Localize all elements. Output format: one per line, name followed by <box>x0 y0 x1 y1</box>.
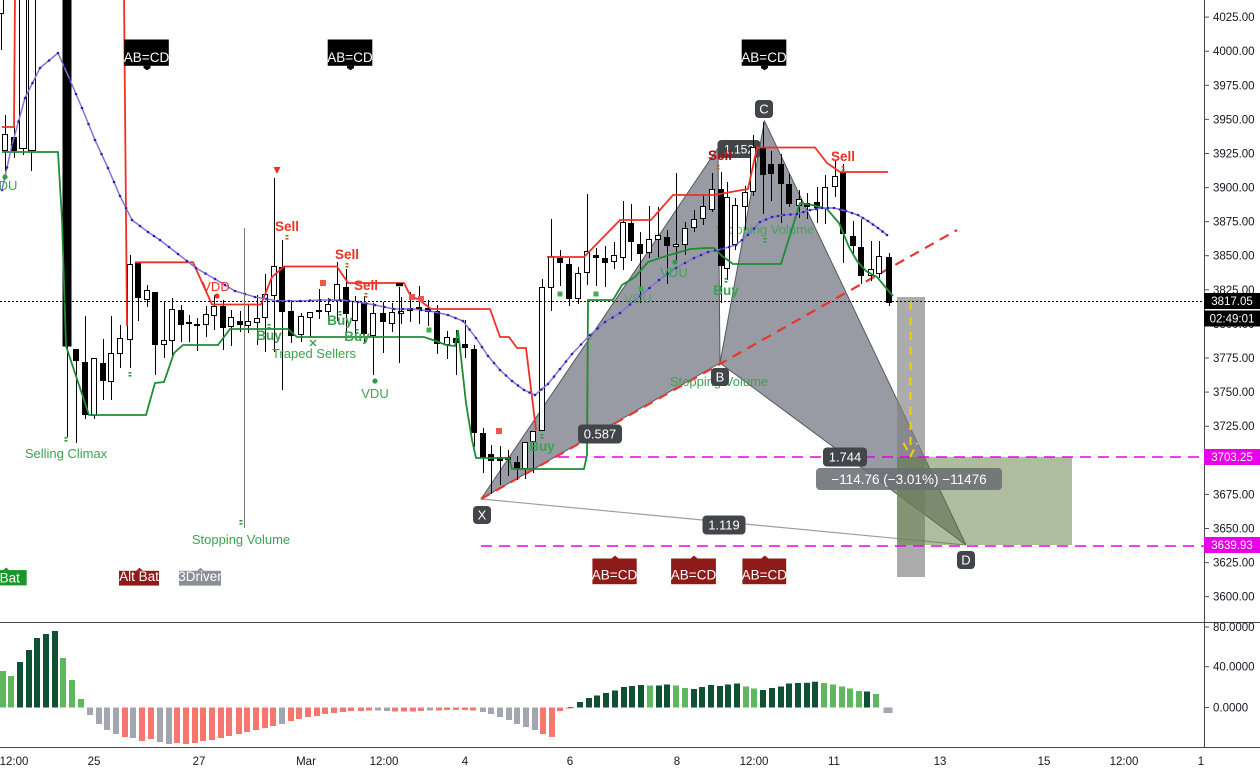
svg-text:Buy: Buy <box>256 328 282 343</box>
svg-text:Sell: Sell <box>831 149 855 164</box>
svg-text:Buy: Buy <box>327 313 353 328</box>
svg-text:VDU: VDU <box>660 265 687 280</box>
svg-text:3Driver: 3Driver <box>178 569 222 584</box>
svg-text:4025.00: 4025.00 <box>1213 12 1255 24</box>
svg-text:3675.00: 3675.00 <box>1213 489 1255 501</box>
svg-text:02:49:01: 02:49:01 <box>1210 314 1255 326</box>
svg-text:Sell: Sell <box>708 148 732 163</box>
svg-text:12:00: 12:00 <box>370 756 399 768</box>
svg-text:3703.25: 3703.25 <box>1211 452 1253 464</box>
svg-text:Stopping Volume: Stopping Volume <box>716 222 814 237</box>
svg-text:13: 13 <box>934 756 947 768</box>
svg-text:12:00: 12:00 <box>740 756 769 768</box>
svg-text:3750.00: 3750.00 <box>1213 387 1255 399</box>
svg-text:3725.00: 3725.00 <box>1213 421 1255 433</box>
svg-text:VDD: VDD <box>202 279 229 294</box>
svg-text:t Bat: t Bat <box>0 570 20 585</box>
svg-text:B: B <box>716 370 725 385</box>
svg-text:80.0000: 80.0000 <box>1213 622 1255 634</box>
svg-text:Buy: Buy <box>344 329 370 344</box>
svg-text:VDU: VDU <box>624 291 651 306</box>
svg-text:8: 8 <box>674 756 680 768</box>
svg-text:−114.76 (−3.01%) −11476: −114.76 (−3.01%) −11476 <box>831 472 986 487</box>
svg-text:40.0000: 40.0000 <box>1213 662 1255 674</box>
svg-text:Mar: Mar <box>296 756 316 768</box>
svg-text:27: 27 <box>193 756 206 768</box>
svg-text:3817.05: 3817.05 <box>1211 296 1253 308</box>
svg-text:3925.00: 3925.00 <box>1213 148 1255 160</box>
svg-text:DU: DU <box>0 178 17 193</box>
svg-text:AB=CD: AB=CD <box>741 50 787 65</box>
svg-text:3600.00: 3600.00 <box>1213 592 1255 604</box>
svg-text:X: X <box>478 508 487 523</box>
svg-text:Buy: Buy <box>713 283 739 298</box>
svg-text:3975.00: 3975.00 <box>1213 80 1255 92</box>
svg-text:1.119: 1.119 <box>708 518 740 533</box>
svg-text:Sell: Sell <box>354 278 378 293</box>
svg-text:1: 1 <box>1198 756 1204 768</box>
svg-text:3950.00: 3950.00 <box>1213 114 1255 126</box>
svg-text:25: 25 <box>88 756 101 768</box>
svg-text:AB=CD: AB=CD <box>327 50 373 65</box>
svg-text:Sell: Sell <box>275 219 299 234</box>
svg-text:3650.00: 3650.00 <box>1213 523 1255 535</box>
svg-text:Selling Climax: Selling Climax <box>25 446 108 461</box>
svg-text:1.744: 1.744 <box>829 450 862 465</box>
svg-text:12:00: 12:00 <box>1110 756 1139 768</box>
svg-text:Stopping Volume: Stopping Volume <box>192 532 290 547</box>
svg-text:12:00: 12:00 <box>0 756 28 768</box>
svg-text:D: D <box>961 553 970 568</box>
svg-text:11: 11 <box>828 756 840 768</box>
svg-text:0.587: 0.587 <box>584 427 617 442</box>
svg-text:3900.00: 3900.00 <box>1213 183 1255 195</box>
svg-text:3625.00: 3625.00 <box>1213 558 1255 570</box>
svg-text:Alt Bat: Alt Bat <box>119 569 159 584</box>
svg-text:3875.00: 3875.00 <box>1213 217 1255 229</box>
svg-text:3639.93: 3639.93 <box>1211 540 1253 552</box>
svg-text:3850.00: 3850.00 <box>1213 251 1255 263</box>
svg-text:4000.00: 4000.00 <box>1213 46 1255 58</box>
svg-text:C: C <box>759 102 768 117</box>
svg-text:4: 4 <box>462 756 469 768</box>
svg-text:AB=CD: AB=CD <box>592 568 638 583</box>
svg-text:0.0000: 0.0000 <box>1213 703 1248 715</box>
svg-text:3775.00: 3775.00 <box>1213 353 1255 365</box>
svg-text:AB=CD: AB=CD <box>671 568 717 583</box>
svg-text:15: 15 <box>1038 756 1051 768</box>
svg-text:VDU: VDU <box>361 386 388 401</box>
svg-text:6: 6 <box>567 756 573 768</box>
svg-text:Sell: Sell <box>335 247 359 262</box>
svg-text:AB=CD: AB=CD <box>742 568 788 583</box>
svg-text:AB=CD: AB=CD <box>124 50 170 65</box>
svg-text:Traped Sellers: Traped Sellers <box>272 346 357 361</box>
svg-text:1.152: 1.152 <box>724 142 754 156</box>
svg-text:Buy: Buy <box>529 439 555 454</box>
